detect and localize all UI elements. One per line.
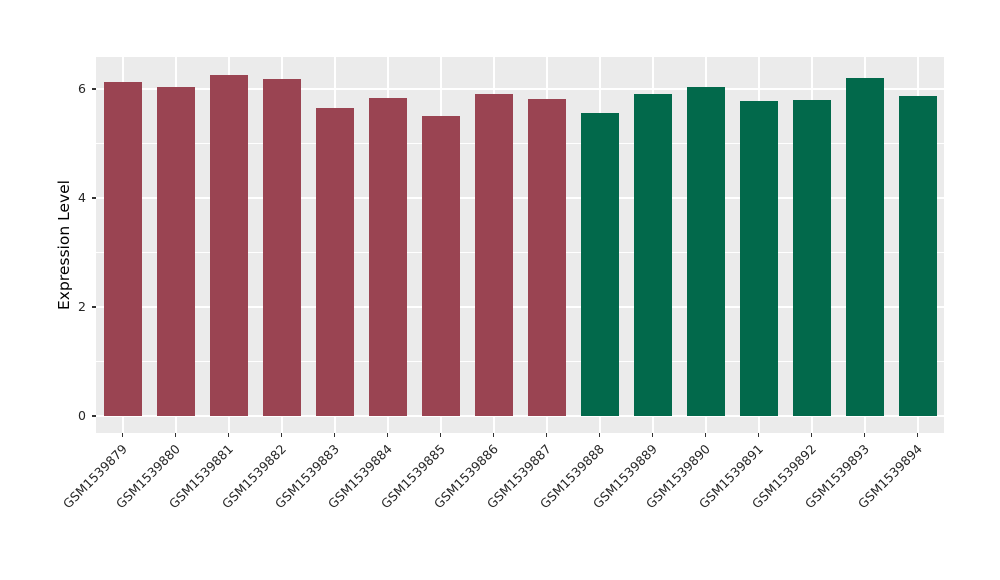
bar-GSM1539881	[209, 74, 248, 416]
x-tick-mark-GSM1539881	[227, 433, 230, 437]
x-tick-mark-GSM1539882	[280, 433, 283, 437]
gridline-major-y0	[96, 415, 944, 417]
bar-GSM1539880	[156, 86, 195, 416]
x-tick-mark-GSM1539886	[492, 433, 495, 437]
x-tick-mark-GSM1539879	[121, 433, 124, 437]
bar-GSM1539885	[421, 116, 460, 416]
gridline-minor-y5	[96, 143, 944, 144]
gridline-major-y6	[96, 88, 944, 90]
bar-GSM1539884	[368, 98, 407, 416]
gridline-minor-y3	[96, 252, 944, 253]
bar-GSM1539883	[315, 108, 354, 416]
x-tick-mark-GSM1539888	[598, 433, 601, 437]
y-tick-mark-4	[92, 197, 96, 199]
x-tick-mark-GSM1539889	[651, 433, 654, 437]
gridline-major-y2	[96, 306, 944, 308]
bar-GSM1539893	[845, 78, 884, 416]
x-tick-mark-GSM1539890	[704, 433, 707, 437]
x-tick-mark-GSM1539894	[916, 433, 919, 437]
bar-GSM1539882	[262, 79, 301, 416]
x-tick-mark-GSM1539893	[863, 433, 866, 437]
bar-GSM1539888	[580, 112, 619, 416]
x-tick-mark-GSM1539884	[386, 433, 389, 437]
x-tick-mark-GSM1539880	[174, 433, 177, 437]
x-tick-mark-GSM1539885	[439, 433, 442, 437]
bar-GSM1539887	[527, 98, 566, 416]
x-tick-mark-GSM1539891	[757, 433, 760, 437]
x-tick-mark-GSM1539887	[545, 433, 548, 437]
y-tick-label-2: 2	[78, 299, 86, 314]
bar-GSM1539886	[474, 93, 513, 416]
y-tick-mark-6	[92, 88, 96, 90]
y-tick-label-0: 0	[78, 408, 86, 423]
bar-GSM1539892	[792, 99, 831, 416]
gridline-minor-y1	[96, 361, 944, 362]
y-tick-label-6: 6	[78, 81, 86, 96]
bar-GSM1539879	[103, 81, 142, 416]
y-tick-mark-0	[92, 415, 96, 417]
bar-GSM1539891	[739, 100, 778, 416]
x-tick-mark-GSM1539883	[333, 433, 336, 437]
bar-GSM1539889	[633, 93, 672, 416]
bar-GSM1539890	[686, 86, 725, 416]
y-tick-label-4: 4	[78, 190, 86, 205]
y-tick-mark-2	[92, 306, 96, 308]
bar-GSM1539894	[898, 96, 937, 416]
plot-panel	[96, 57, 944, 433]
x-tick-mark-GSM1539892	[810, 433, 813, 437]
gridline-major-y4	[96, 197, 944, 199]
